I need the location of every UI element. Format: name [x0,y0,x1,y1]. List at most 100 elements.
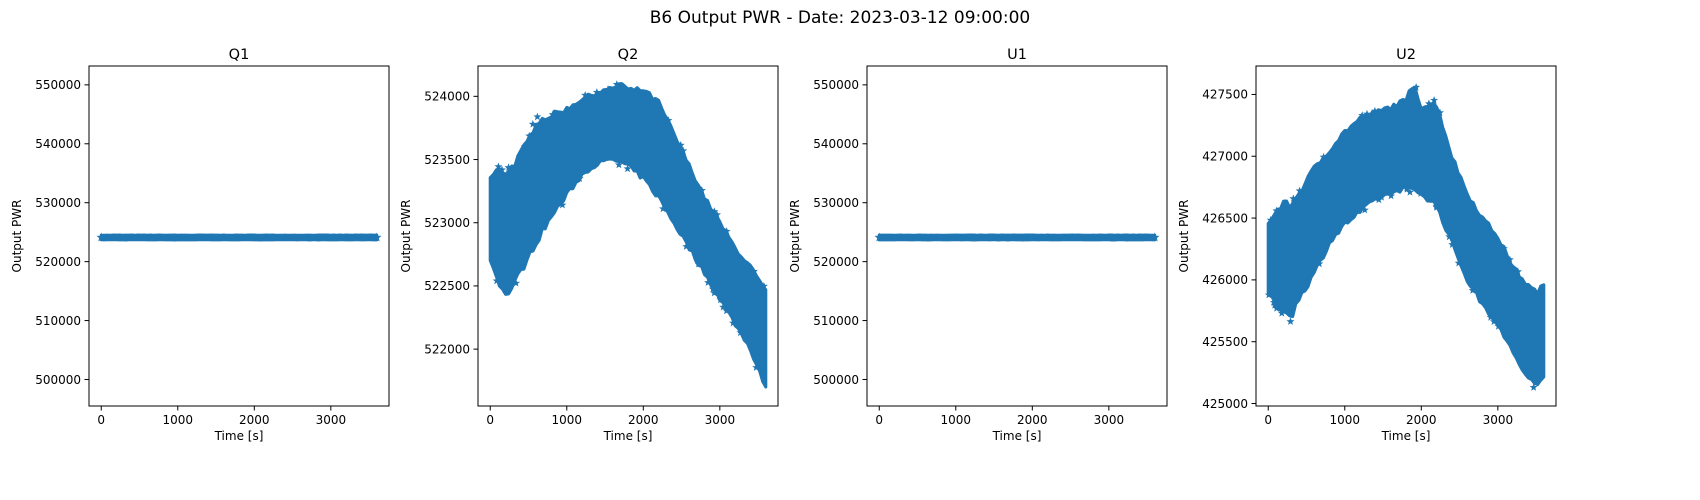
y-tick-label-q2: 522000 [424,342,470,356]
data-band-q1 [99,233,379,242]
marker-q2 [664,116,673,124]
y-tick-label-u2: 427500 [1202,88,1248,102]
marker-q1 [96,232,106,242]
y-axis-label-q2: Output PWR [399,200,413,273]
x-axis-label-q1: Time [s] [214,429,264,443]
panel-title-q2: Q2 [618,47,639,63]
panel-u2: U2 0 1000 2000 3000 425000 425500 426000 426500 4… [1177,47,1557,443]
marker-q2 [736,328,745,337]
marker-u2 [1374,195,1383,204]
marker-q2 [498,165,506,174]
marker-q2 [716,295,725,304]
marker-q2 [759,282,768,290]
panel-title-q1: Q1 [229,47,250,63]
axes-frame-q1 [88,65,390,407]
x-tick-label-u2: 1000 [1330,413,1361,427]
marker-q2 [752,363,761,371]
marker-u2 [1432,202,1441,210]
marker-u2 [1315,259,1324,268]
panel-u1: U1 0 1000 2000 3000 500000 510000 520000 530000 5… [788,47,1168,443]
marker-u2 [1514,267,1522,276]
marker-u2 [1416,189,1425,197]
x-tick-label-q2: 1000 [552,413,583,427]
marker-q2 [592,88,601,96]
marker-u2 [1402,183,1411,192]
marker-q2 [708,284,717,293]
y-axis-label-u1: Output PWR [788,200,802,273]
x-tick-label-q2: 3000 [705,413,736,427]
marker-q2 [604,85,612,93]
y-tick-label-u1: 540000 [813,137,859,151]
y-tick-label-q2: 523000 [424,216,470,230]
marker-u2 [1363,109,1371,118]
y-axis-label-q1: Output PWR [10,200,24,273]
marker-q2 [719,302,728,311]
marker-u2 [1454,258,1463,267]
y-tick-label-u1: 500000 [813,373,859,387]
marker-u1 [874,232,884,242]
marker-q2 [614,160,623,169]
panel-q1: Q1 0 1000 2000 3000 500000 510000 520000 530000 5… [10,47,390,443]
marker-u2 [1295,186,1304,195]
y-tick-label-q1: 550000 [35,78,81,92]
marker-u2 [1436,108,1444,117]
panel-title-u1: U1 [1007,47,1027,63]
marker-q2 [623,164,632,173]
marker-u2 [1377,193,1386,201]
marker-q2 [494,162,503,171]
marker-q2 [612,80,621,88]
y-tick-label-q1: 510000 [35,314,81,328]
marker-u2 [1445,232,1454,241]
data-band-u2 [1266,86,1546,387]
marker-u2 [1448,240,1457,248]
marker-q2 [558,200,567,209]
marker-q2 [722,306,731,315]
axes-frame-u1 [866,65,1168,407]
x-tick-label-u2: 2000 [1406,413,1437,427]
x-axis-label-u2: Time [s] [1381,429,1431,443]
x-tick-label-q2: 2000 [628,413,659,427]
marker-q2 [528,120,537,128]
x-tick-label-u1: 1000 [941,413,972,427]
x-tick-label-q1: 1000 [163,413,194,427]
y-tick-label-q1: 520000 [35,255,81,269]
marker-q2 [694,259,703,268]
y-tick-label-u1: 530000 [813,196,859,210]
marker-q2 [676,141,685,149]
marker-u2 [1412,83,1421,91]
x-tick-label-q1: 2000 [239,413,270,427]
marker-u2 [1494,322,1503,330]
y-tick-label-u2: 425000 [1202,397,1248,411]
y-tick-label-u1: 510000 [813,314,859,328]
data-band-u1 [877,233,1157,242]
x-tick-label-q1: 3000 [316,413,347,427]
x-tick-label-u2: 3000 [1483,413,1514,427]
marker-q2 [710,207,719,215]
marker-u2 [1405,188,1414,196]
marker-u2 [1430,96,1439,104]
marker-u2 [1387,191,1396,200]
marker-u2 [1270,301,1279,309]
y-tick-label-q2: 523500 [424,153,470,167]
y-tick-label-q1: 540000 [35,137,81,151]
marker-u2 [1370,106,1379,115]
marker-u2 [1286,317,1295,325]
data-band-q2 [488,82,768,389]
panel-q2: Q2 0 1000 2000 3000 522000 522500 523000 523500 5… [399,47,779,443]
marker-q2 [710,288,719,297]
y-tick-label-u2: 426000 [1202,273,1248,287]
marker-u2 [1486,313,1495,321]
marker-u2 [1277,309,1286,317]
marker-u1 [1150,232,1160,242]
marker-q2 [504,163,513,171]
marker-q2 [697,186,706,194]
x-tick-label-u1: 0 [875,413,883,427]
marker-u2 [1505,255,1514,264]
marker-u2 [1489,317,1498,325]
marker-q2 [548,110,557,118]
y-tick-label-u2: 426500 [1202,211,1248,225]
x-tick-label-u1: 2000 [1017,413,1048,427]
x-tick-label-u1: 3000 [1094,413,1125,427]
y-tick-label-u1: 550000 [813,78,859,92]
